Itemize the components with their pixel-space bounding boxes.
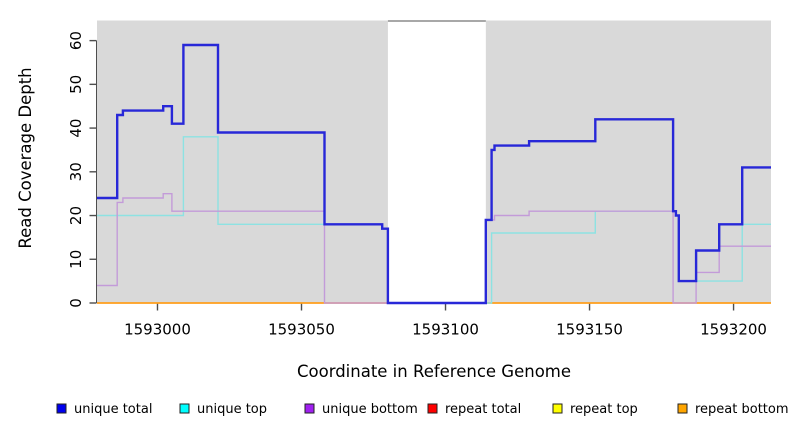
legend-item-repeat-total: repeat total (427, 402, 521, 417)
legend-item-repeat-top: repeat top (552, 402, 638, 417)
x-tick-label: 1593050 (268, 321, 335, 339)
y-tick-label: 60 (67, 31, 85, 50)
x-tick-label: 1593000 (124, 321, 191, 339)
legend-swatch-icon (552, 403, 563, 414)
y-axis-label: Read Coverage Depth (16, 67, 35, 248)
legend-swatch-icon (56, 403, 67, 414)
legend-item-unique-total: unique total (56, 402, 152, 417)
y-tick-label: 0 (67, 298, 85, 308)
legend-swatch-icon (427, 403, 438, 414)
x-axis-label: Coordinate in Reference Genome (297, 362, 571, 381)
y-tick-label: 50 (67, 75, 85, 94)
legend-label: unique total (74, 402, 152, 417)
y-tick-label: 20 (67, 206, 85, 225)
legend-label: unique top (197, 402, 267, 417)
y-tick-label: 10 (67, 250, 85, 269)
x-tick-label: 1593100 (412, 321, 479, 339)
chart-legend: unique total unique top unique bottom repea… (56, 402, 789, 417)
legend-swatch-icon (677, 403, 688, 414)
x-tick-label: 1593150 (556, 321, 623, 339)
coverage-gap-band (387, 20, 486, 304)
y-tick-label: 40 (67, 119, 85, 138)
legend-item-unique-top: unique top (179, 402, 267, 417)
x-tick-label: 1593200 (700, 321, 767, 339)
legend-label: repeat total (445, 402, 521, 417)
legend-label: repeat bottom (695, 402, 789, 417)
legend-item-unique-bottom: unique bottom (304, 402, 418, 417)
legend-item-repeat-bottom: repeat bottom (677, 402, 789, 417)
legend-label: repeat top (570, 402, 638, 417)
legend-swatch-icon (304, 403, 315, 414)
legend-label: unique bottom (322, 402, 418, 417)
legend-swatch-icon (179, 403, 190, 414)
y-tick-label: 30 (67, 162, 85, 181)
series-line-unique-total (97, 43, 771, 305)
